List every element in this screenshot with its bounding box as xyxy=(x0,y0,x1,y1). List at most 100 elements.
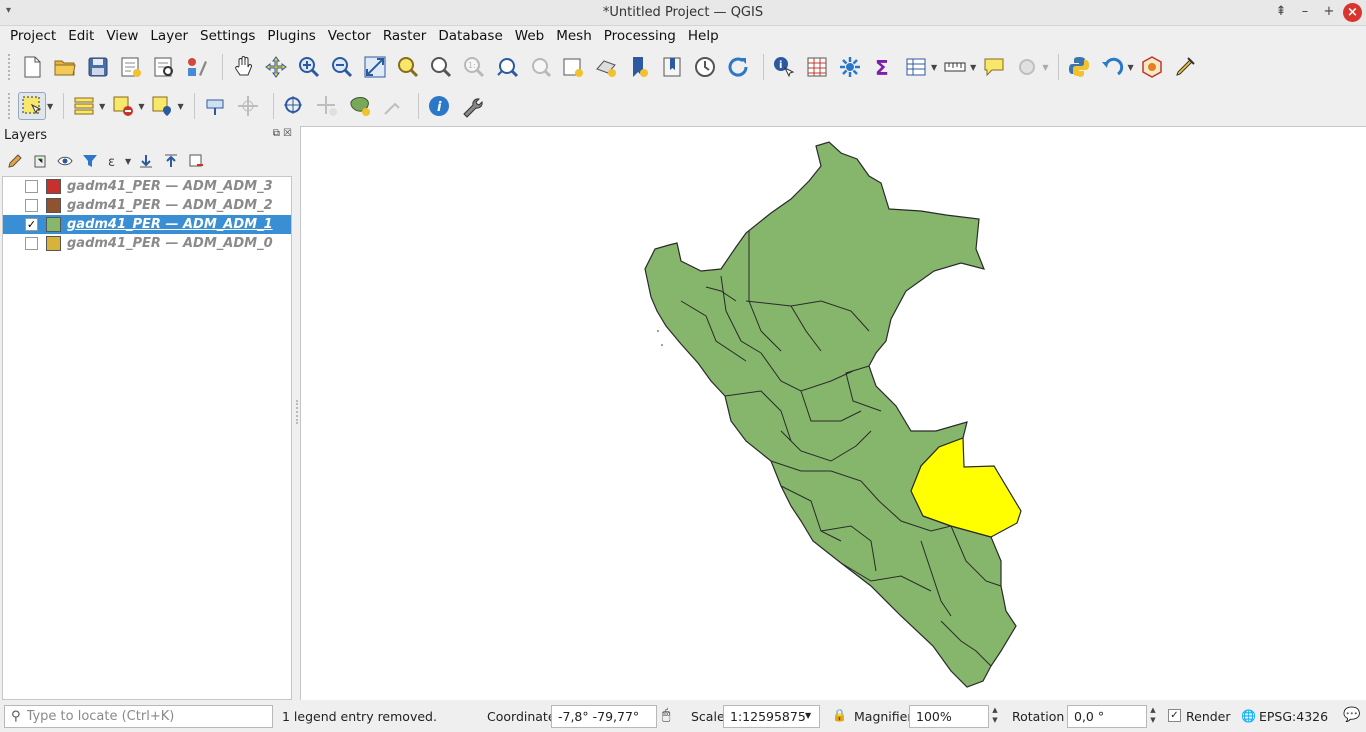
measure-line-icon[interactable] xyxy=(941,53,969,81)
open-attribute-table-icon[interactable] xyxy=(803,53,831,81)
layer-tree[interactable]: gadm41_PER — ADM_ADM_3 gadm41_PER — ADM_… xyxy=(2,176,292,700)
zoom-native-icon[interactable]: 1:1 xyxy=(460,53,488,81)
map-tips-icon[interactable] xyxy=(980,53,1008,81)
locator-input[interactable] xyxy=(26,709,257,724)
zoom-in-icon[interactable] xyxy=(295,53,323,81)
save-project-icon[interactable] xyxy=(84,53,112,81)
new-print-layout-icon[interactable] xyxy=(117,53,145,81)
python-console-icon[interactable] xyxy=(1065,53,1093,81)
layer-symbol-swatch[interactable] xyxy=(46,179,61,194)
zoom-full-icon[interactable] xyxy=(361,53,389,81)
select-by-attribute-icon[interactable] xyxy=(70,92,98,120)
close-icon[interactable]: × xyxy=(1343,3,1362,22)
menu-help[interactable]: Help xyxy=(687,28,719,44)
locator-box[interactable]: ⚲ xyxy=(4,705,273,728)
minimize-icon[interactable]: – xyxy=(1301,4,1309,19)
new-project-icon[interactable] xyxy=(18,53,46,81)
select-by-location-icon[interactable] xyxy=(148,92,176,120)
toolbar-grip[interactable] xyxy=(8,54,12,80)
layer-item-adm3[interactable]: gadm41_PER — ADM_ADM_3 xyxy=(3,177,291,196)
map-canvas[interactable] xyxy=(300,126,1366,700)
move-annotation-icon[interactable] xyxy=(234,92,262,120)
add-group-icon[interactable] xyxy=(29,150,51,172)
layer-visibility-checkbox[interactable] xyxy=(25,180,38,193)
panel-float-close-icon[interactable]: ⧉ ☒ xyxy=(272,128,292,139)
coordinate-field[interactable]: -7,8° -79,77° xyxy=(551,705,657,728)
layer-symbol-swatch[interactable] xyxy=(46,217,61,232)
render-checkbox[interactable]: ✓ xyxy=(1168,709,1181,722)
filter-legend-icon[interactable] xyxy=(79,150,101,172)
new-3d-map-icon[interactable] xyxy=(592,53,620,81)
show-bookmarks-icon[interactable] xyxy=(658,53,686,81)
menu-web[interactable]: Web xyxy=(514,28,545,44)
identify-features-icon[interactable]: i xyxy=(770,53,798,81)
layer-item-adm0[interactable]: gadm41_PER — ADM_ADM_0 xyxy=(3,234,291,253)
messages-icon[interactable]: 💬 xyxy=(1343,707,1361,723)
zoom-to-selection-icon[interactable] xyxy=(394,53,422,81)
menu-settings[interactable]: Settings xyxy=(200,28,256,44)
labels-settings-icon[interactable] xyxy=(1013,53,1041,81)
shade-icon[interactable]: ⇞ xyxy=(1275,4,1287,19)
menu-layer[interactable]: Layer xyxy=(150,28,189,44)
new-map-view-icon[interactable] xyxy=(559,53,587,81)
toolbox-icon[interactable] xyxy=(836,53,864,81)
settings-wrench-icon[interactable] xyxy=(458,92,486,120)
lock-scale-icon[interactable]: 🔒 xyxy=(832,708,847,722)
plugin-edit-icon[interactable] xyxy=(1171,53,1199,81)
menu-project[interactable]: Project xyxy=(10,28,57,44)
expand-all-icon[interactable] xyxy=(135,150,157,172)
mouse-coords-toggle-icon[interactable]: 🖱 xyxy=(662,707,671,723)
scale-combobox[interactable]: 1:12595875 xyxy=(723,705,820,728)
rotation-spin-icon[interactable]: ▲ ▼ xyxy=(1150,706,1156,724)
layer-visibility-checkbox[interactable] xyxy=(25,199,38,212)
annotation-pin-icon[interactable] xyxy=(201,92,229,120)
temporal-controller-icon[interactable] xyxy=(691,53,719,81)
add-polygon-icon[interactable] xyxy=(346,92,374,120)
menu-raster[interactable]: Raster xyxy=(382,28,427,44)
collapse-all-icon[interactable] xyxy=(160,150,182,172)
deselect-features-icon[interactable] xyxy=(109,92,137,120)
layer-item-adm1[interactable]: ✓ gadm41_PER — ADM_ADM_1 xyxy=(3,215,291,234)
digitize-georef-icon[interactable] xyxy=(280,92,308,120)
open-project-icon[interactable] xyxy=(51,53,79,81)
new-bookmark-icon[interactable] xyxy=(625,53,653,81)
zoom-to-layer-icon[interactable] xyxy=(427,53,455,81)
maximize-icon[interactable]: + xyxy=(1323,4,1335,19)
filter-expression-icon[interactable]: ε xyxy=(104,150,126,172)
menu-plugins[interactable]: Plugins xyxy=(267,28,316,44)
magnifier-field[interactable]: 100% xyxy=(909,705,989,728)
menu-database[interactable]: Database xyxy=(438,28,503,44)
add-point-icon[interactable] xyxy=(313,92,341,120)
zoom-next-icon[interactable] xyxy=(526,53,554,81)
pan-to-selection-icon[interactable] xyxy=(262,53,290,81)
refresh-icon[interactable] xyxy=(724,53,752,81)
layer-item-adm2[interactable]: gadm41_PER — ADM_ADM_2 xyxy=(3,196,291,215)
info-icon[interactable]: i xyxy=(425,92,453,120)
dropdown-arrow-icon[interactable]: ▼ xyxy=(1042,62,1049,72)
panel-splitter[interactable] xyxy=(296,400,298,424)
scale-dropdown-icon[interactable]: ▼ xyxy=(805,711,812,720)
toolbar-grip[interactable] xyxy=(8,93,12,119)
menu-processing[interactable]: Processing xyxy=(603,28,676,44)
layer-visibility-checkbox[interactable] xyxy=(25,237,38,250)
pan-map-icon[interactable] xyxy=(229,53,257,81)
window-menu-icon[interactable]: ▾ xyxy=(6,5,12,16)
dropdown-arrow-icon[interactable]: ▼ xyxy=(138,101,145,111)
crs-globe-icon[interactable]: 🌐 xyxy=(1241,709,1256,723)
menu-edit[interactable]: Edit xyxy=(68,28,95,44)
dropdown-arrow-icon[interactable]: ▼ xyxy=(125,156,132,166)
crs-label[interactable]: EPSG:4326 xyxy=(1259,709,1329,724)
dropdown-arrow-icon[interactable]: ▼ xyxy=(1127,62,1134,72)
layer-symbol-swatch[interactable] xyxy=(46,236,61,251)
style-manager-icon[interactable] xyxy=(183,53,211,81)
dropdown-arrow-icon[interactable]: ▼ xyxy=(970,62,977,72)
attribute-table-menu-icon[interactable] xyxy=(902,53,930,81)
manage-visibility-icon[interactable] xyxy=(54,150,76,172)
layer-symbol-swatch[interactable] xyxy=(46,198,61,213)
dropdown-arrow-icon[interactable]: ▼ xyxy=(47,101,54,111)
layer-visibility-checkbox[interactable]: ✓ xyxy=(25,218,38,231)
selected-region-madre-de-dios[interactable] xyxy=(910,437,1022,538)
dropdown-arrow-icon[interactable]: ▼ xyxy=(931,62,938,72)
zoom-out-icon[interactable] xyxy=(328,53,356,81)
statistics-icon[interactable]: Σ xyxy=(869,53,897,81)
